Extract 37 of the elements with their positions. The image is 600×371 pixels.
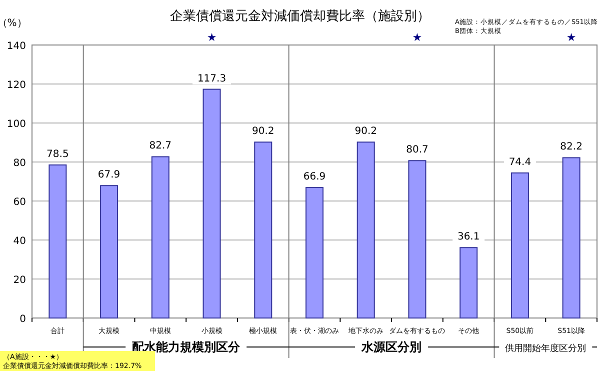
data-label: 82.2 xyxy=(560,142,582,153)
data-label: 78.5 xyxy=(46,148,69,160)
data-label: 80.7 xyxy=(406,144,428,156)
y-axis-title: （%） xyxy=(0,18,27,29)
bar xyxy=(202,88,221,318)
data-label: 90.2 xyxy=(354,126,377,138)
data-label: 74.4 xyxy=(508,156,532,168)
bar xyxy=(460,247,478,318)
text: ★ xyxy=(412,31,422,44)
text: 供用開始年度区分別 xyxy=(505,343,586,354)
data-label: 82.7 xyxy=(149,140,172,152)
bar xyxy=(356,142,375,318)
bar xyxy=(254,142,272,318)
bar xyxy=(151,156,170,318)
bar xyxy=(100,185,118,318)
bar xyxy=(306,187,324,318)
y-tick-label: 80 xyxy=(13,158,26,169)
data-label: 90.2 xyxy=(252,126,274,138)
data-label: 67.9 xyxy=(98,170,120,181)
bar xyxy=(408,160,426,318)
y-tick-label: 140 xyxy=(6,41,26,52)
bar xyxy=(562,157,580,318)
y-tick-label: 40 xyxy=(13,236,26,247)
y-tick-label: 120 xyxy=(6,80,26,91)
text: 水源区分別 xyxy=(360,340,422,354)
y-tick-label: 0 xyxy=(20,314,26,325)
chart-title: 企業債償還元金対減価償却費比率（施設別） xyxy=(170,8,430,24)
y-tick-label: 20 xyxy=(13,275,26,286)
y-tick-label: 100 xyxy=(6,119,26,130)
data-label: 36.1 xyxy=(457,232,480,243)
y-tick-label: 60 xyxy=(13,197,26,208)
bar xyxy=(48,164,67,318)
bar xyxy=(510,172,529,318)
text: ★ xyxy=(206,31,217,44)
data-label: 66.9 xyxy=(303,172,326,183)
data-label: 117.3 xyxy=(197,73,226,84)
text: ★ xyxy=(566,31,576,44)
